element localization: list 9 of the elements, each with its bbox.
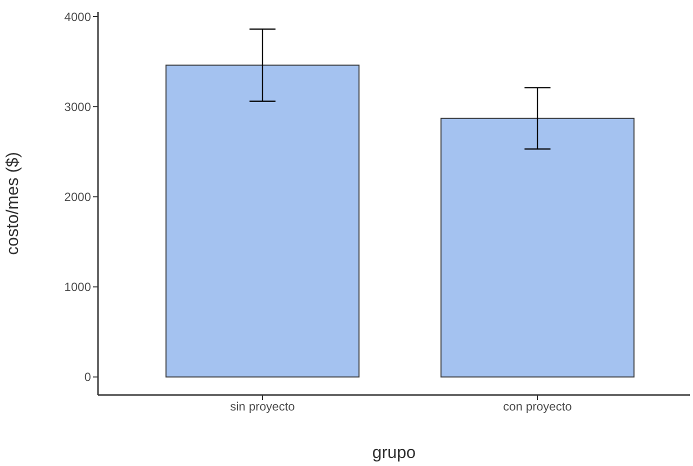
y-tick-label: 3000 xyxy=(64,100,92,114)
y-tick-label: 4000 xyxy=(64,10,92,24)
x-tick-label: con proyecto xyxy=(503,400,572,414)
y-tick-label: 0 xyxy=(84,370,92,384)
y-tick-label: 2000 xyxy=(64,190,92,204)
x-tick-label: sin proyecto xyxy=(230,400,296,414)
x-axis-title: grupo xyxy=(372,443,416,462)
y-axis-title: costo/mes ($) xyxy=(3,152,22,255)
y-tick-label: 1000 xyxy=(64,280,92,294)
